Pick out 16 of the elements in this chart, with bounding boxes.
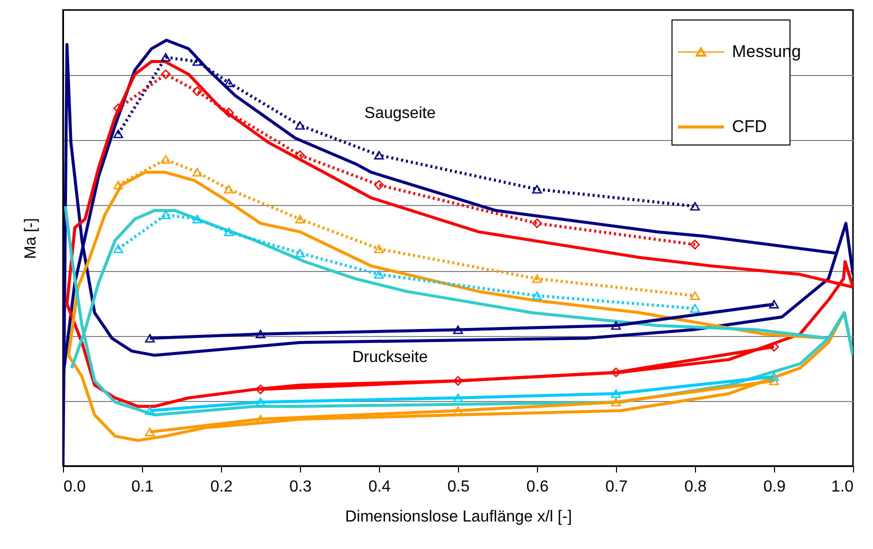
x-tick-label: 0.7 — [605, 478, 628, 496]
x-tick-label: 0.0 — [64, 478, 86, 496]
x-tick-label: 1.0 — [831, 478, 854, 496]
x-tick-label: 0.2 — [210, 478, 233, 496]
x-tick-label: 0.5 — [447, 478, 470, 496]
x-tick-label: 0.3 — [289, 478, 312, 496]
y-axis-title: Ma [-] — [22, 218, 40, 259]
x-tick-label: 0.6 — [526, 478, 549, 496]
x-tick-label: 0.9 — [763, 478, 786, 496]
x-tick-label: 0.8 — [684, 478, 707, 496]
x-axis-title: Dimensionslose Lauflänge x/l [-] — [345, 508, 572, 526]
x-tick-label: 0.4 — [368, 478, 391, 496]
annotation: Druckseite — [352, 349, 428, 366]
annotation: Saugseite — [364, 105, 436, 122]
x-tick-label: 0.1 — [131, 478, 154, 496]
legend-label: CFD — [732, 117, 767, 136]
